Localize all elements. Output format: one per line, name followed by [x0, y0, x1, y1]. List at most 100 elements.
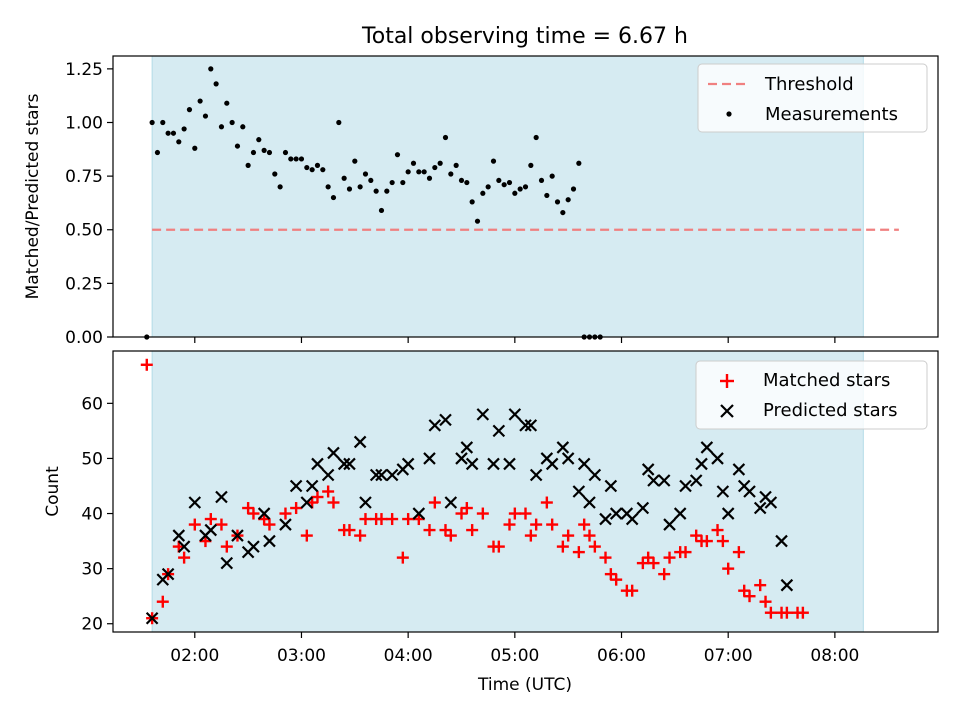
predicted-star-point — [204, 523, 218, 537]
predicted-star-point — [321, 468, 335, 482]
predicted-star-point — [439, 413, 452, 427]
matched-star-point — [743, 590, 756, 603]
measurement-point — [176, 139, 182, 145]
measurement-point — [341, 175, 347, 181]
predicted-series-points — [145, 408, 794, 625]
x-tick-label: 04:00 — [384, 646, 433, 666]
predicted-star-point — [279, 518, 292, 531]
measurement-point — [512, 190, 518, 196]
measurement-point — [357, 184, 363, 190]
measurement-point — [346, 186, 353, 192]
predicted-star-point — [647, 474, 660, 487]
predicted-star-point — [487, 457, 500, 471]
measurement-point — [192, 145, 198, 151]
matched-star-point — [242, 502, 255, 515]
measurement-point — [544, 192, 550, 199]
predicted-star-point — [657, 474, 671, 487]
matched-star-point — [583, 529, 596, 542]
top-y-axis-ticks: 0.00 0.25 0.50 0.75 1.00 1.25 — [65, 60, 113, 348]
x-tick-label: 08:00 — [810, 646, 859, 666]
measurement-point — [528, 162, 534, 168]
measurement-point — [149, 119, 155, 126]
measurement-point — [490, 158, 497, 164]
matched-star-point — [588, 540, 601, 553]
predicted-star-point — [300, 496, 314, 509]
predicted-star-point — [721, 507, 735, 520]
measurement-point — [464, 179, 470, 186]
measurement-point — [208, 66, 214, 72]
bottom-y-tick-label: 40 — [81, 505, 103, 525]
matched-star-point — [311, 491, 324, 504]
bottom-y-tick-label: 30 — [81, 560, 103, 580]
matched-star-point — [738, 584, 751, 597]
measurement-point — [272, 171, 278, 177]
measurement-point — [293, 156, 299, 162]
measurement-point — [480, 190, 486, 196]
matched-star-point — [423, 524, 436, 537]
measurement-point — [410, 160, 417, 166]
matched-star-point — [604, 568, 617, 581]
matched-star-point — [572, 546, 585, 559]
legend-predicted-swatch — [720, 404, 734, 418]
matched-star-point — [492, 540, 505, 553]
measurement-point — [336, 119, 342, 126]
legend-threshold-label: Threshold — [764, 74, 854, 95]
matched-star-point — [204, 513, 217, 526]
measurement-point — [330, 194, 337, 201]
measurement-point — [560, 209, 566, 216]
measurement-point — [384, 188, 390, 194]
matched-star-point — [530, 518, 543, 531]
measurement-point — [256, 137, 262, 143]
predicted-star-point — [444, 496, 458, 509]
predicted-star-point — [609, 507, 623, 520]
matched-star-point — [754, 579, 767, 592]
matched-star-point — [663, 551, 676, 564]
matched-star-point — [215, 518, 228, 531]
matched-star-point — [300, 529, 313, 542]
predicted-star-point — [529, 468, 543, 482]
predicted-star-point — [689, 474, 703, 487]
measurement-point — [469, 199, 475, 205]
measurement-point — [320, 167, 326, 173]
measurement-point — [576, 160, 582, 166]
x-tick-label: 05:00 — [490, 646, 539, 666]
matched-star-point — [700, 535, 713, 548]
predicted-star-point — [636, 501, 650, 515]
matched-star-point — [519, 507, 532, 520]
top-x-axis-ticks — [194, 337, 836, 343]
matched-star-point — [402, 513, 415, 526]
predicted-star-point — [375, 468, 388, 482]
predicted-star-point — [353, 435, 367, 449]
top-y-tick-label: 0.75 — [65, 167, 103, 187]
measurement-point — [432, 164, 438, 171]
matched-star-point — [610, 573, 623, 586]
matched-star-point — [722, 562, 735, 575]
top-y-tick-label: 0.50 — [65, 221, 103, 241]
predicted-star-point — [679, 479, 692, 493]
predicted-star-point — [743, 485, 756, 498]
predicted-star-point — [583, 496, 596, 509]
top-legend-box — [697, 63, 928, 133]
measurement-point — [448, 171, 454, 177]
predicted-star-point — [231, 529, 244, 542]
measurement-point — [154, 149, 161, 156]
matched-star-point — [460, 502, 473, 515]
bottom-legend-box — [695, 360, 928, 430]
matched-star-point — [690, 529, 703, 542]
matched-star-point — [679, 546, 692, 559]
bottom-x-axis-ticks: 02:00 03:00 04:00 05:00 06:00 07:00 08:00 — [170, 632, 859, 666]
measurement-point — [458, 177, 465, 184]
measurement-point — [160, 119, 166, 126]
measurement-point — [496, 177, 502, 184]
predicted-star-point — [780, 578, 794, 592]
matched-star-point — [439, 524, 452, 537]
measurement-point — [394, 152, 401, 158]
matched-star-point — [359, 513, 372, 526]
top-axes-frame — [112, 55, 939, 338]
matched-star-point — [343, 524, 356, 537]
bottom-y-tick-label: 20 — [81, 615, 103, 635]
matched-star-point — [578, 518, 591, 531]
predicted-star-point — [711, 452, 724, 465]
predicted-star-point — [673, 507, 687, 520]
bottom-y-axis-label: Count — [43, 466, 63, 517]
